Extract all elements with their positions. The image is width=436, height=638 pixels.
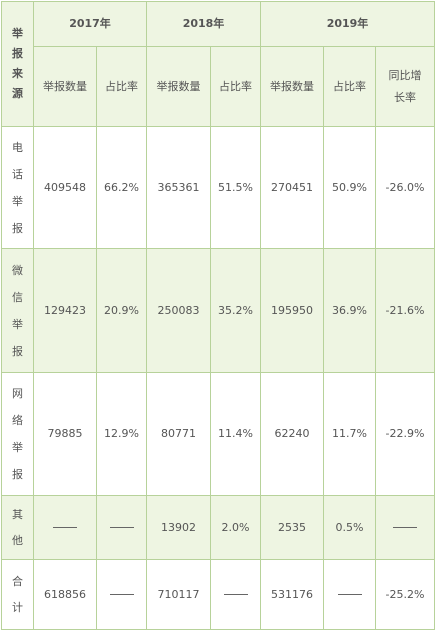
source-cell: 电话举报 xyxy=(1,126,34,249)
share-cell-2017: —— xyxy=(96,495,147,560)
source-label: 网络举报 xyxy=(12,387,23,481)
share-cell-2018: 11.4% xyxy=(210,372,261,496)
yoy-cell: -25.2% xyxy=(374,559,436,630)
year-header-row: 举报来源 2017年 2018年 2019年 xyxy=(1,1,436,127)
year-header-2017: 2017年 xyxy=(33,1,147,47)
share-cell-2018: —— xyxy=(210,559,261,630)
source-cell: 合计 xyxy=(1,559,34,630)
dash-mark: —— xyxy=(223,594,248,596)
share-cell-2019: 36.9% xyxy=(323,248,376,373)
share-cell-2018: 35.2% xyxy=(210,248,261,373)
count-header-2019: 举报数量 xyxy=(260,46,324,127)
share-cell-2017: —— xyxy=(96,559,147,630)
table-row: 网络举报 79885 12.9% 80771 11.4% 62240 11.7%… xyxy=(1,372,436,496)
count-cell-2018: 710117 xyxy=(146,559,211,630)
dash-mark: —— xyxy=(337,594,362,596)
share-cell-2018: 2.0% xyxy=(210,495,261,560)
count-header-2018: 举报数量 xyxy=(146,46,211,127)
count-cell-2019: 2535 xyxy=(260,495,324,560)
count-cell-2018: 365361 xyxy=(146,126,211,249)
yoy-cell: -26.0% xyxy=(374,126,436,249)
count-cell-2019: 531176 xyxy=(260,559,324,630)
count-cell-2017: 618856 xyxy=(33,559,97,630)
dash-mark: —— xyxy=(53,527,77,529)
count-cell-2018: 250083 xyxy=(146,248,211,373)
dash-mark: —— xyxy=(109,594,134,596)
share-cell-2019: —— xyxy=(323,559,376,630)
source-label: 合计 xyxy=(12,574,23,614)
share-cell-2019: 11.7% xyxy=(323,372,376,496)
share-cell-2017: 66.2% xyxy=(96,126,147,249)
source-cell: 其他 xyxy=(1,495,34,560)
source-cell: 微信举报 xyxy=(1,248,34,373)
source-header-cell: 举报来源 xyxy=(1,1,34,127)
count-cell-2017: 129423 xyxy=(33,248,97,373)
count-cell-2018: 13902 xyxy=(146,495,211,560)
yoy-cell: -21.6% xyxy=(374,248,436,373)
source-label: 其他 xyxy=(12,507,23,547)
share-header-2018: 占比率 xyxy=(210,46,261,127)
count-cell-2018: 80771 xyxy=(146,372,211,496)
column-header-row: 举报数量 占比率 举报数量 占比率 举报数量 占比率 同比增长率 xyxy=(2,46,436,127)
count-cell-2017: —— xyxy=(33,495,97,560)
source-cell: 网络举报 xyxy=(1,372,34,496)
share-cell-2017: 20.9% xyxy=(96,248,147,373)
table-row: 合计 618856 —— 710117 —— 531176 —— -25.2% xyxy=(1,559,436,630)
yoy-header-label: 同比增长率 xyxy=(388,68,422,104)
count-cell-2019: 62240 xyxy=(260,372,324,496)
share-cell-2017: 12.9% xyxy=(96,372,147,496)
count-header-2017: 举报数量 xyxy=(33,46,97,127)
share-header-2017: 占比率 xyxy=(96,46,147,127)
table-row: 微信举报 129423 20.9% 250083 35.2% 195950 36… xyxy=(1,248,436,373)
count-cell-2017: 79885 xyxy=(33,372,97,496)
dash-mark: —— xyxy=(109,527,134,529)
table-row: 电话举报 409548 66.2% 365361 51.5% 270451 50… xyxy=(1,126,436,249)
count-cell-2019: 195950 xyxy=(260,248,324,373)
dash-mark: —— xyxy=(393,527,417,529)
share-cell-2019: 50.9% xyxy=(323,126,376,249)
share-cell-2018: 51.5% xyxy=(210,126,261,249)
count-cell-2019: 270451 xyxy=(260,126,324,249)
count-cell-2017: 409548 xyxy=(33,126,97,249)
yoy-header: 同比增长率 xyxy=(374,46,436,127)
year-header-2019: 2019年 xyxy=(259,1,436,47)
table-row: 其他 —— —— 13902 2.0% 2535 0.5% —— xyxy=(1,495,436,560)
share-cell-2019: 0.5% xyxy=(323,495,376,560)
source-header-label: 举报来源 xyxy=(12,27,23,100)
year-header-2018: 2018年 xyxy=(146,1,261,47)
source-label: 电话举报 xyxy=(12,140,23,235)
share-header-2019: 占比率 xyxy=(323,46,376,127)
source-label: 微信举报 xyxy=(12,263,23,358)
yoy-cell: —— xyxy=(374,495,436,560)
yoy-cell: -22.9% xyxy=(374,372,436,496)
